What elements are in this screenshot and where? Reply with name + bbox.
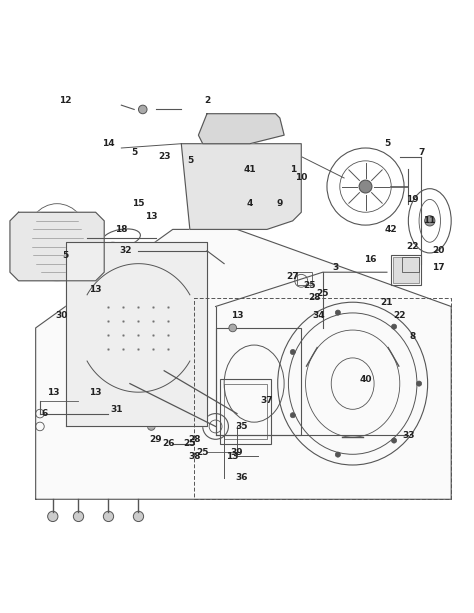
Text: 31: 31 xyxy=(111,405,123,414)
Circle shape xyxy=(335,310,340,315)
Text: 17: 17 xyxy=(432,264,445,272)
Text: 25: 25 xyxy=(317,289,329,298)
Text: 15: 15 xyxy=(132,199,145,208)
Text: 21: 21 xyxy=(381,298,393,306)
Text: 9: 9 xyxy=(277,199,283,208)
Bar xyxy=(220,379,271,444)
Circle shape xyxy=(359,180,372,193)
Text: 33: 33 xyxy=(402,430,415,440)
Text: 38: 38 xyxy=(188,452,201,461)
Text: 2: 2 xyxy=(204,96,210,105)
Circle shape xyxy=(73,511,83,522)
Text: 20: 20 xyxy=(432,246,445,255)
Text: 22: 22 xyxy=(406,242,419,251)
Text: 37: 37 xyxy=(261,396,273,405)
Circle shape xyxy=(229,324,237,332)
Text: 4: 4 xyxy=(246,199,253,208)
Text: 11: 11 xyxy=(424,216,436,226)
Text: 30: 30 xyxy=(55,311,68,319)
Circle shape xyxy=(138,105,147,114)
Circle shape xyxy=(392,324,397,329)
Text: 8: 8 xyxy=(410,332,416,341)
Polygon shape xyxy=(10,212,104,281)
Circle shape xyxy=(425,216,435,226)
Text: 7: 7 xyxy=(418,148,424,157)
Text: 19: 19 xyxy=(406,195,419,204)
Circle shape xyxy=(48,511,58,522)
Text: 32: 32 xyxy=(119,246,132,255)
Text: 3: 3 xyxy=(332,264,338,272)
Polygon shape xyxy=(65,242,207,427)
Text: 5: 5 xyxy=(187,156,193,166)
Circle shape xyxy=(290,349,295,354)
Circle shape xyxy=(109,246,117,255)
Text: 14: 14 xyxy=(102,139,115,148)
Text: 5: 5 xyxy=(384,139,390,148)
Text: 13: 13 xyxy=(231,311,243,319)
Bar xyxy=(391,255,421,285)
Circle shape xyxy=(83,225,91,234)
Bar xyxy=(402,257,419,272)
Circle shape xyxy=(290,413,295,418)
Circle shape xyxy=(335,452,340,457)
Polygon shape xyxy=(182,143,301,229)
Text: 41: 41 xyxy=(244,165,256,174)
Text: 29: 29 xyxy=(149,435,162,444)
Text: 36: 36 xyxy=(235,473,247,482)
Text: 16: 16 xyxy=(364,255,376,264)
Circle shape xyxy=(62,247,70,254)
Text: 42: 42 xyxy=(385,225,398,234)
Circle shape xyxy=(417,381,422,386)
Text: 25: 25 xyxy=(183,439,196,448)
Text: 5: 5 xyxy=(131,148,137,157)
Text: 34: 34 xyxy=(312,311,325,319)
Text: 40: 40 xyxy=(359,375,372,384)
Bar xyxy=(216,328,301,435)
Text: 35: 35 xyxy=(235,422,247,431)
Circle shape xyxy=(392,438,397,443)
Text: 12: 12 xyxy=(59,96,72,105)
Bar xyxy=(393,257,419,283)
Text: 27: 27 xyxy=(286,272,299,281)
Text: 1: 1 xyxy=(290,165,296,174)
Text: 28: 28 xyxy=(188,435,201,444)
Bar xyxy=(23,272,48,276)
Text: 28: 28 xyxy=(308,294,320,302)
Polygon shape xyxy=(36,229,451,499)
Bar xyxy=(297,272,312,285)
Polygon shape xyxy=(199,114,284,143)
Circle shape xyxy=(103,511,114,522)
Text: 18: 18 xyxy=(115,225,128,234)
Text: 13: 13 xyxy=(227,452,239,461)
Text: 5: 5 xyxy=(63,251,69,259)
Text: 13: 13 xyxy=(90,387,102,397)
Circle shape xyxy=(92,397,100,405)
Circle shape xyxy=(133,511,144,522)
Text: 25: 25 xyxy=(197,447,209,457)
Text: 13: 13 xyxy=(145,212,157,221)
Text: 6: 6 xyxy=(41,409,47,418)
Circle shape xyxy=(147,422,155,430)
Text: 10: 10 xyxy=(295,173,308,183)
Text: 26: 26 xyxy=(162,439,175,448)
Text: 39: 39 xyxy=(231,447,243,457)
Text: 23: 23 xyxy=(158,152,171,161)
Bar xyxy=(224,384,267,440)
Text: 13: 13 xyxy=(46,387,59,397)
Text: 22: 22 xyxy=(393,311,406,319)
Bar xyxy=(23,262,48,268)
Text: 25: 25 xyxy=(303,281,316,289)
Text: 13: 13 xyxy=(90,285,102,294)
